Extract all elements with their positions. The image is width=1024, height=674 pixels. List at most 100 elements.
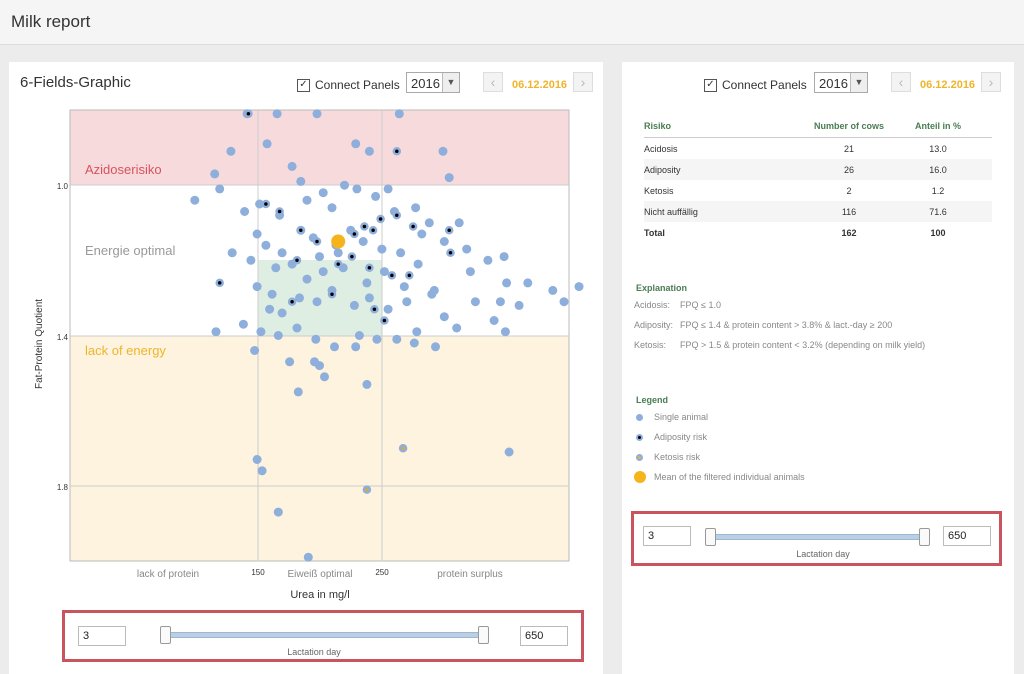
single-animal-point xyxy=(285,357,295,367)
table-cell: 162 xyxy=(841,227,857,238)
year-select-value: 2016 xyxy=(819,76,848,91)
lactation-day-slider-max-handle[interactable] xyxy=(919,528,930,546)
legend-item-mean: Mean of the filtered individual animals xyxy=(634,471,805,483)
single-animal-point xyxy=(383,304,393,314)
lactation-day-slider-min-handle[interactable] xyxy=(705,528,716,546)
single-animal-point xyxy=(330,342,339,352)
adiposity-risk-point xyxy=(292,256,302,265)
lactation-day-slider-max-handle[interactable] xyxy=(478,626,489,644)
table-row: Ketosis 2 1.2 xyxy=(644,180,992,201)
table-row: Adiposity 26 16.0 xyxy=(644,159,992,180)
legend-title: Legend xyxy=(636,395,669,405)
single-animal-point xyxy=(377,244,387,254)
single-animal-point xyxy=(462,244,472,254)
single-animal-point xyxy=(352,184,362,194)
adiposity-risk-point xyxy=(392,147,402,156)
lactation-day-min-input[interactable] xyxy=(643,526,691,546)
chevron-down-icon[interactable]: ▼ xyxy=(850,73,867,92)
zone-label-lack-of-energy: lack of energy xyxy=(85,343,166,358)
six-fields-chart: Azidoserisiko Energie optimal lack of en… xyxy=(34,109,584,601)
adiposity-risk-point xyxy=(287,297,297,306)
zone-label-acidosis: Azidoserisiko xyxy=(85,162,162,177)
six-fields-panel: 6-Fields-Graphic ✓ Connect Panels 2016 ▼… xyxy=(9,62,603,674)
single-animal-point xyxy=(548,285,558,295)
table-cell: 100 xyxy=(930,227,946,238)
single-animal-point xyxy=(226,146,236,156)
explanation-title: Explanation xyxy=(636,283,688,293)
adiposity-risk-point xyxy=(360,222,369,231)
adiposity-risk-point xyxy=(275,207,284,216)
explanation-item: Acidosis: FPQ ≤ 1.0 xyxy=(634,300,721,310)
single-animal-point xyxy=(256,327,266,337)
year-select[interactable]: 2016 ▼ xyxy=(406,72,460,93)
table-cell: Adiposity xyxy=(644,159,814,180)
lactation-day-max-input[interactable] xyxy=(520,626,568,646)
lactation-day-slider-track[interactable] xyxy=(711,534,929,540)
single-animal-point xyxy=(311,334,321,344)
adiposity-risk-point xyxy=(370,304,379,314)
adiposity-risk-point xyxy=(405,271,414,280)
single-animal-point xyxy=(444,173,454,183)
single-animal-point xyxy=(409,338,419,348)
single-animal-point xyxy=(495,297,505,307)
ketosis-dot-icon xyxy=(636,453,643,461)
checkbox-checked-icon[interactable]: ✓ xyxy=(704,78,717,92)
zone-label-energy-optimal: Energie optimal xyxy=(85,243,175,258)
single-animal-point xyxy=(392,334,402,344)
single-animal-point xyxy=(502,278,512,288)
checkbox-checked-icon[interactable]: ✓ xyxy=(297,78,310,92)
single-animal-point xyxy=(574,282,584,292)
column-header: Anteil in % xyxy=(884,116,992,138)
single-animal-point xyxy=(470,297,480,307)
single-animal-point xyxy=(240,207,250,216)
adiposity-risk-point xyxy=(327,289,337,299)
lactation-day-min-input[interactable] xyxy=(78,626,126,646)
single-animal-point xyxy=(489,316,499,325)
single-animal-point xyxy=(412,327,422,337)
connect-panels-checkbox[interactable]: ✓ Connect Panels xyxy=(297,78,400,92)
legend-item-adiposity: Adiposity risk xyxy=(636,432,707,442)
table-header-row: Risiko Number of cows Anteil in % xyxy=(644,116,992,138)
legend-label: Ketosis risk xyxy=(654,452,701,462)
lactation-day-slider-min-handle[interactable] xyxy=(160,626,171,644)
single-animal-point xyxy=(354,331,364,340)
single-animal-point xyxy=(431,342,440,352)
explanation-text: FPQ ≤ 1.0 xyxy=(680,300,721,310)
single-animal-point xyxy=(262,139,272,149)
single-animal-point xyxy=(402,297,412,307)
chevron-down-icon[interactable]: ▼ xyxy=(442,73,459,92)
year-select[interactable]: 2016 ▼ xyxy=(814,72,868,93)
single-animal-point xyxy=(327,203,337,213)
ketosis-risk-point xyxy=(362,485,372,494)
single-animal-point xyxy=(267,289,277,299)
table-cell: 16.0 xyxy=(884,159,992,180)
adiposity-dot-icon xyxy=(636,433,643,441)
explanation-text: FPQ > 1.5 & protein content < 3.2% (depe… xyxy=(680,340,926,350)
adiposity-risk-point xyxy=(350,229,359,239)
adiposity-risk-point xyxy=(347,252,357,261)
single-animal-point xyxy=(302,274,312,284)
lactation-day-highlight xyxy=(62,610,584,662)
single-animal-point xyxy=(439,237,449,246)
single-animal-point xyxy=(255,199,265,209)
prev-date-button[interactable]: ‹ xyxy=(483,72,503,92)
single-animal-point xyxy=(210,169,220,179)
zone-lack-of-energy xyxy=(70,336,569,561)
single-animal-dot-icon xyxy=(636,413,643,421)
lactation-day-slider-track[interactable] xyxy=(163,632,489,638)
connect-panels-checkbox[interactable]: ✓ Connect Panels xyxy=(704,78,807,92)
adiposity-risk-point xyxy=(312,237,322,246)
single-animal-point xyxy=(427,289,437,299)
single-animal-point xyxy=(454,218,464,228)
zone-acidosis xyxy=(70,110,569,185)
next-date-button[interactable]: › xyxy=(981,72,1001,92)
next-date-button[interactable]: › xyxy=(573,72,593,92)
single-animal-point xyxy=(333,248,343,258)
single-animal-point xyxy=(349,300,359,310)
adiposity-risk-point xyxy=(387,271,397,280)
lactation-day-max-input[interactable] xyxy=(943,526,991,546)
single-animal-point xyxy=(252,455,262,464)
prev-date-button[interactable]: ‹ xyxy=(891,72,911,92)
single-animal-point xyxy=(312,297,322,307)
table-cell: 13.0 xyxy=(929,143,947,154)
